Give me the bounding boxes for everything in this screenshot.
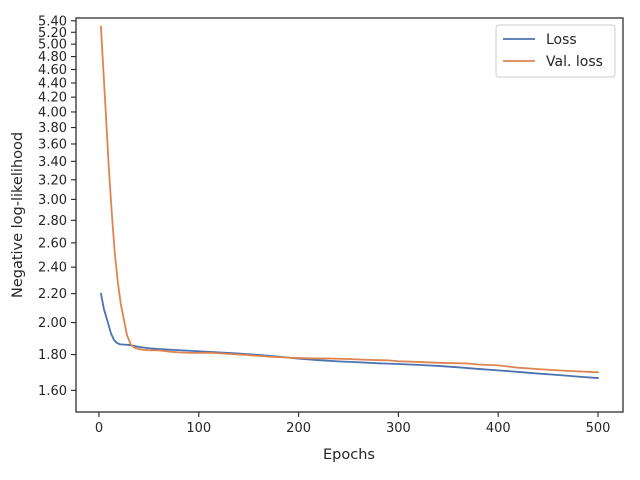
x-tick-label: 300 [386, 421, 411, 436]
y-tick-label: 2.00 [38, 316, 67, 331]
y-tick-label: 1.80 [38, 348, 67, 363]
x-tick-label: 200 [286, 421, 311, 436]
y-tick-label: 1.60 [38, 384, 67, 399]
y-tick-label: 3.20 [38, 173, 67, 188]
y-tick-label: 2.20 [38, 287, 67, 302]
y-tick-label: 3.00 [38, 193, 67, 208]
y-tick-label: 4.20 [38, 91, 67, 106]
y-tick-label: 3.60 [38, 137, 67, 152]
series-line-val-loss [100, 25, 599, 374]
x-tick-label: 0 [95, 421, 103, 436]
series-layer [100, 25, 599, 379]
y-tick-label: 5.00 [38, 38, 67, 53]
y-tick-label: 4.40 [38, 77, 67, 92]
plot-area [75, 17, 624, 413]
legend: Loss Val. loss [495, 24, 616, 78]
x-axis-label: Epochs [323, 447, 375, 463]
y-tick-label: 5.20 [38, 26, 67, 41]
y-tick-label: 4.60 [38, 63, 67, 78]
x-tick-label: 400 [486, 421, 511, 436]
y-tick-label: 2.60 [38, 236, 67, 251]
y-tick-label: 2.40 [38, 261, 67, 276]
y-tick-label: 3.80 [38, 121, 67, 136]
y-tick-label: 4.00 [38, 105, 67, 120]
y-axis-ticks: 1.60 1.80 2.00 2.20 2.40 2.60 2.80 3.00 3.20 3.40… [38, 14, 76, 399]
y-tick-label: 5.40 [38, 14, 67, 29]
y-tick-label: 4.80 [38, 50, 67, 65]
legend-box [495, 24, 616, 78]
x-tick-label: 100 [186, 421, 211, 436]
y-axis-label: Negative log-likelihood [10, 132, 26, 298]
legend-label-loss: Loss [546, 32, 577, 48]
y-tick-label: 3.40 [38, 155, 67, 170]
y-tick-label: 2.80 [38, 214, 67, 229]
x-axis-ticks: 0 100 200 300 400 500 [95, 412, 611, 436]
legend-label-val-loss: Val. loss [546, 54, 603, 70]
x-tick-label: 500 [586, 421, 611, 436]
axes-frame [75, 17, 624, 413]
